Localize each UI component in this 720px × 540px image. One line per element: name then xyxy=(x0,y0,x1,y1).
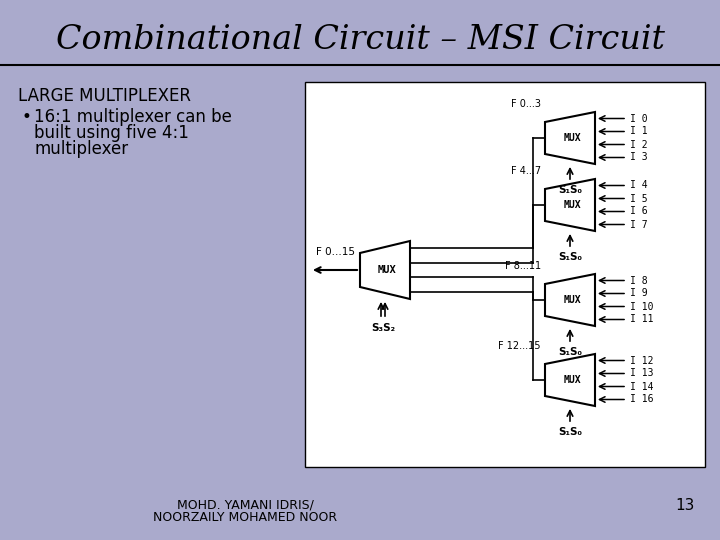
Text: •: • xyxy=(22,108,32,126)
Text: 16:1 multiplexer can be: 16:1 multiplexer can be xyxy=(34,108,232,126)
Text: I 13: I 13 xyxy=(630,368,654,379)
Text: MUX: MUX xyxy=(563,295,581,305)
Text: F 0...3: F 0...3 xyxy=(511,99,541,109)
Text: I 6: I 6 xyxy=(630,206,647,217)
Text: F 0...15: F 0...15 xyxy=(316,247,355,257)
Text: built using five 4:1: built using five 4:1 xyxy=(34,124,189,142)
Text: S₃S₂: S₃S₂ xyxy=(371,323,395,333)
Text: MUX: MUX xyxy=(563,200,581,210)
Text: MOHD. YAMANI IDRIS/: MOHD. YAMANI IDRIS/ xyxy=(176,498,313,511)
Polygon shape xyxy=(545,354,595,406)
Text: MUX: MUX xyxy=(377,265,397,275)
Text: F 4...7: F 4...7 xyxy=(511,166,541,176)
Text: 13: 13 xyxy=(675,498,695,513)
FancyBboxPatch shape xyxy=(305,82,705,467)
Text: I 0: I 0 xyxy=(630,113,647,124)
Text: MUX: MUX xyxy=(563,133,581,143)
Text: I 10: I 10 xyxy=(630,301,654,312)
Text: I 1: I 1 xyxy=(630,126,647,137)
Text: I 9: I 9 xyxy=(630,288,647,299)
Text: I 3: I 3 xyxy=(630,152,647,163)
Text: Combinational Circuit – MSI Circuit: Combinational Circuit – MSI Circuit xyxy=(55,24,665,56)
Text: F 12...15: F 12...15 xyxy=(498,341,541,351)
Text: multiplexer: multiplexer xyxy=(34,140,128,158)
Text: S₁S₀: S₁S₀ xyxy=(558,252,582,262)
Text: NOORZAILY MOHAMED NOOR: NOORZAILY MOHAMED NOOR xyxy=(153,511,337,524)
Text: I 7: I 7 xyxy=(630,219,647,230)
Text: S₁S₀: S₁S₀ xyxy=(558,347,582,357)
Polygon shape xyxy=(545,112,595,164)
Polygon shape xyxy=(545,179,595,231)
Text: MUX: MUX xyxy=(563,375,581,385)
Text: I 2: I 2 xyxy=(630,139,647,150)
Text: I 14: I 14 xyxy=(630,381,654,391)
Polygon shape xyxy=(360,241,410,299)
Text: LARGE MULTIPLEXER: LARGE MULTIPLEXER xyxy=(18,87,191,105)
Text: I 8: I 8 xyxy=(630,275,647,286)
Text: I 5: I 5 xyxy=(630,193,647,204)
Text: I 11: I 11 xyxy=(630,314,654,325)
Text: S₁S₀: S₁S₀ xyxy=(558,185,582,195)
Text: F 8...11: F 8...11 xyxy=(505,261,541,271)
Text: S₁S₀: S₁S₀ xyxy=(558,427,582,437)
Polygon shape xyxy=(545,274,595,326)
Text: I 12: I 12 xyxy=(630,355,654,366)
Text: I 4: I 4 xyxy=(630,180,647,191)
Text: I 16: I 16 xyxy=(630,395,654,404)
